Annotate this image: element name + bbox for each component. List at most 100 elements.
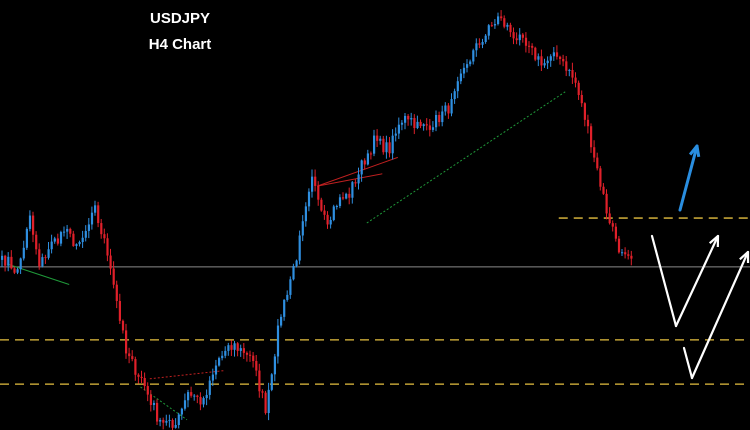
bear-candle (617, 238, 621, 253)
bear-candle (521, 34, 524, 38)
bull-candle (307, 191, 311, 207)
bull-candle (7, 256, 10, 266)
bull-candle (462, 67, 466, 74)
bear-candle (146, 386, 149, 395)
bear-candle (199, 396, 202, 405)
bear-candle (515, 38, 518, 41)
bear-candle (438, 115, 441, 123)
bull-candle (22, 247, 25, 259)
bear-candle (565, 61, 568, 71)
bear-candle (112, 268, 115, 285)
bear-candle (562, 59, 565, 62)
bull-candle (543, 63, 546, 66)
bear-candle (369, 153, 373, 155)
bull-candle (47, 249, 50, 258)
bull-candle (239, 348, 242, 351)
bull-candle (267, 389, 270, 414)
bull-candle (357, 174, 360, 184)
bull-candle (568, 69, 571, 71)
bull-candle (168, 419, 171, 421)
bear-candle (109, 255, 112, 269)
bull-candle (78, 242, 81, 245)
chart-title: USDJPY (149, 10, 211, 27)
bull-candle (183, 400, 187, 409)
bull-candle (233, 343, 236, 350)
bull-candle (422, 124, 425, 127)
bull-candle (475, 43, 478, 51)
bear-candle (611, 223, 614, 227)
bear-candle (534, 47, 537, 60)
bull-candle (450, 99, 453, 114)
bear-candle (4, 255, 7, 266)
bull-candle (270, 374, 273, 390)
bull-candle (298, 235, 301, 261)
bear-candle (478, 43, 481, 45)
bull-candle (416, 121, 419, 129)
bull-candle (621, 252, 624, 254)
bull-candle (152, 402, 156, 405)
bull-candle (459, 73, 462, 82)
bear-candle (242, 348, 245, 353)
bull-candle (50, 241, 53, 250)
bear-candle (624, 252, 627, 255)
bear-candle (512, 32, 515, 39)
bull-candle (25, 228, 28, 248)
trend-line (317, 156, 398, 187)
bear-candle (230, 345, 233, 350)
bear-candle (314, 176, 317, 186)
bull-candle (159, 419, 162, 422)
bull-candle (301, 221, 304, 236)
bear-candle (580, 94, 583, 104)
bear-candle (354, 182, 357, 184)
bull-candle (484, 35, 487, 42)
bull-candle (273, 356, 276, 375)
bull-candle (187, 392, 190, 401)
bear-candle (121, 320, 125, 331)
bear-candle (236, 343, 239, 351)
bear-candle (605, 193, 608, 214)
bull-candle (379, 138, 382, 141)
bear-candle (171, 419, 174, 428)
bull-candle (292, 266, 295, 280)
bull-candle (1, 255, 4, 260)
bull-candle (28, 215, 32, 229)
bull-candle (366, 153, 369, 165)
bear-candle (614, 226, 617, 239)
bear-candle (32, 215, 35, 235)
bear-candle (376, 135, 379, 141)
bear-candle (500, 16, 503, 19)
bull-candle (487, 25, 490, 36)
bear-candle (559, 56, 562, 60)
bull-candle (351, 182, 354, 198)
bear-candle (137, 374, 140, 377)
bull-candle (174, 425, 177, 428)
bull-candle (391, 135, 394, 154)
bear-candle (342, 197, 345, 199)
bear-candle (255, 360, 258, 371)
bull-candle (59, 232, 63, 244)
bear-candle (38, 249, 41, 267)
bear-candle (128, 353, 131, 357)
white-up-arrow-head (739, 250, 750, 264)
bear-candle (574, 77, 577, 83)
bear-candle (540, 56, 543, 66)
bear-candle (490, 25, 493, 27)
bear-candle (252, 355, 255, 361)
bull-candle (180, 408, 183, 415)
bear-candle (524, 37, 528, 46)
bull-candle (552, 52, 555, 57)
bull-candle (16, 269, 19, 273)
bull-candle (506, 24, 509, 27)
bear-candle (249, 354, 252, 356)
bear-candle (363, 160, 366, 165)
bull-candle (177, 414, 180, 426)
trend-line (149, 370, 225, 380)
bull-candle (280, 316, 283, 326)
white-up-arrow (690, 250, 750, 380)
bull-candle (537, 56, 540, 60)
bull-candle (497, 16, 500, 25)
bull-candle (456, 81, 459, 92)
bull-candle (518, 34, 521, 41)
bear-candle (97, 205, 100, 224)
